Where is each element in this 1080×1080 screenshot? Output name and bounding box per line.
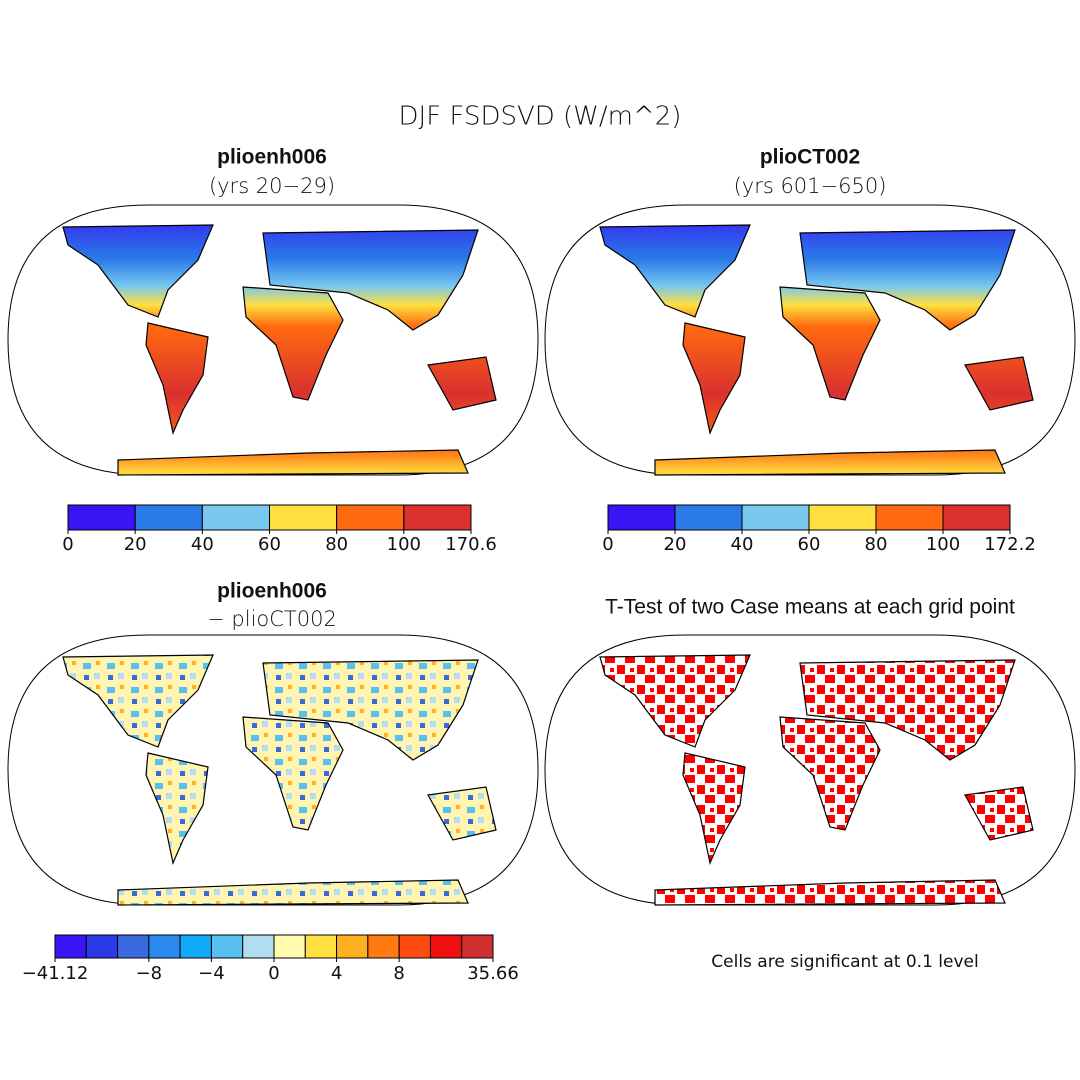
colorbar-box — [210, 934, 244, 959]
colorbar-box — [403, 504, 472, 531]
colorbar-box — [367, 934, 400, 959]
colorbar-box — [304, 934, 338, 959]
colorbar-tick-label: 80 — [865, 534, 888, 555]
colorbar-box — [242, 934, 275, 959]
colorbar-tick-label: 0 — [602, 534, 613, 555]
panel-title: plioCT002 — [760, 146, 860, 169]
colorbar-box — [117, 934, 150, 959]
colorbar-tick-label: 40 — [731, 534, 754, 555]
colorbar-tick-label: 20 — [664, 534, 687, 555]
colorbar-box — [179, 934, 212, 959]
colorbar-box — [273, 934, 306, 959]
colorbar-tick-label: 170.6 — [445, 534, 497, 555]
colorbar-box — [336, 504, 405, 531]
colorbar-box — [201, 504, 270, 531]
colorbar-box — [741, 504, 810, 531]
figure-title: DJF FSDSVD (W/m^2) — [399, 102, 682, 132]
map-panel — [7, 634, 539, 906]
colorbar-box — [336, 934, 369, 959]
panel-subtitle: (yrs 601−650) — [734, 174, 887, 198]
panel-title: T-Test of two Case means at each grid po… — [605, 596, 1015, 619]
colorbar-box — [674, 504, 743, 531]
colorbar-box — [461, 934, 494, 959]
map-panel — [544, 634, 1076, 906]
colorbar-tick-label: 40 — [191, 534, 214, 555]
colorbar-box — [148, 934, 181, 959]
colorbar-tick-label: 0 — [62, 534, 73, 555]
colorbar-box — [134, 504, 203, 531]
colorbar-box — [429, 934, 463, 959]
colorbar-box — [607, 504, 676, 531]
colorbar-tick-label: 8 — [393, 963, 404, 984]
colorbar-tick-label: 4 — [331, 963, 342, 984]
panel-title: plioenh006 — [217, 580, 327, 603]
colorbar-box — [269, 504, 338, 531]
colorbar-box — [398, 934, 431, 959]
colorbar-box — [85, 934, 119, 959]
colorbar-tick-label: −8 — [136, 963, 163, 984]
colorbar-tick-label: 172.2 — [984, 534, 1036, 555]
colorbar-tick-label: 100 — [926, 534, 960, 555]
panel-subtitle: − plioCT002 — [207, 607, 337, 631]
colorbar-box — [808, 504, 877, 531]
colorbar-tick-label: 60 — [798, 534, 821, 555]
colorbar-tick-label: −4 — [198, 963, 225, 984]
map-panel — [544, 204, 1076, 476]
colorbar-box — [875, 504, 944, 531]
map-panel — [7, 204, 539, 476]
colorbar-tick-label: −41.12 — [22, 963, 89, 984]
colorbar-tick-label: 35.66 — [467, 963, 519, 984]
colorbar-box — [942, 504, 1011, 531]
colorbar-tick-label: 60 — [258, 534, 281, 555]
colorbar-box — [54, 934, 87, 959]
colorbar-tick-label: 0 — [268, 963, 279, 984]
colorbar-tick-label: 100 — [387, 534, 421, 555]
panel-subtitle: (yrs 20−29) — [209, 174, 335, 198]
colorbar-tick-label: 20 — [124, 534, 147, 555]
note: Cells are significant at 0.1 level — [711, 952, 978, 972]
panel-title: plioenh006 — [217, 146, 327, 169]
colorbar-box — [67, 504, 136, 531]
colorbar-tick-label: 80 — [325, 534, 348, 555]
